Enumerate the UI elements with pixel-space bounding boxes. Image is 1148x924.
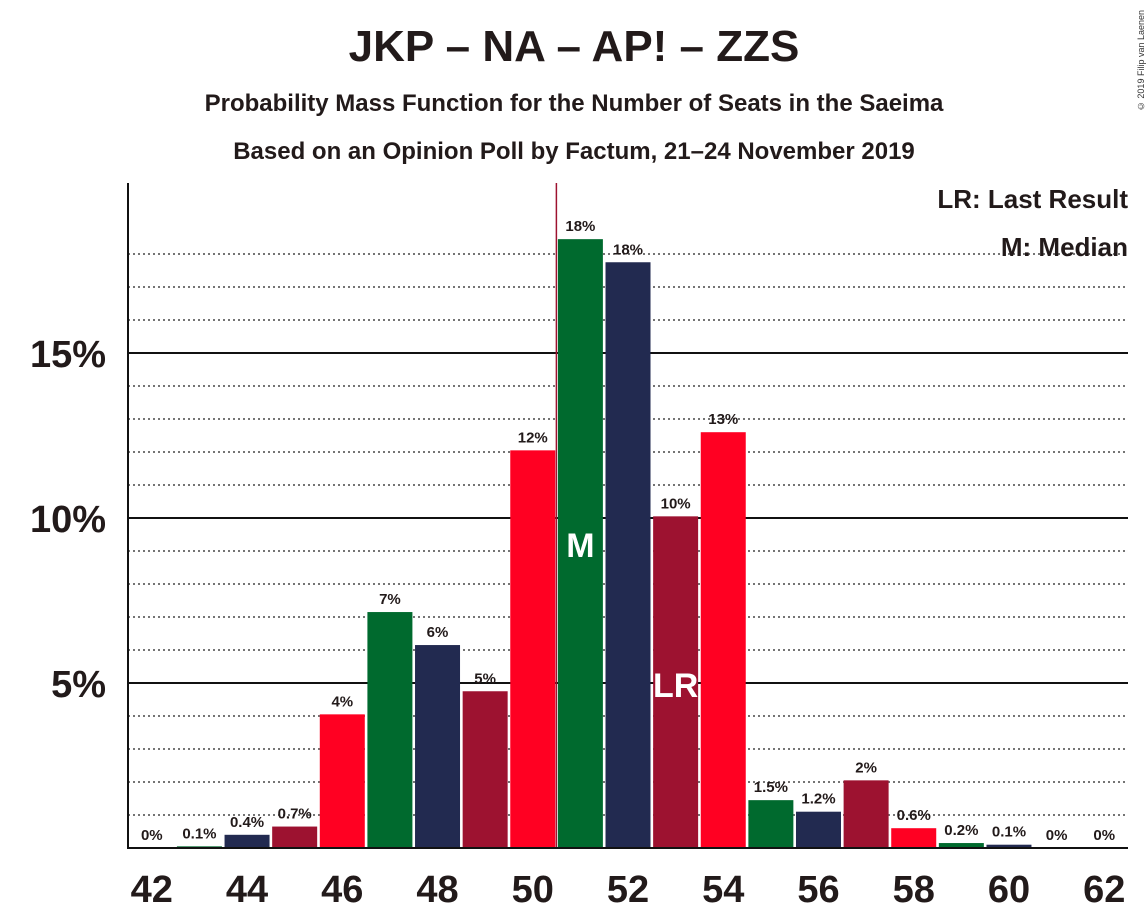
chart-subtitle-poll: Based on an Opinion Poll by Factum, 21–2… [233,138,915,165]
chart-title: JKP – NA – AP! – ZZS [348,22,800,71]
bar-label-seat-53: 10% [661,495,691,512]
last-result-marker: LR [653,667,698,705]
y-tick-label: 15% [30,334,106,376]
bar-label-seat-51: 18% [565,218,595,235]
bar-seat-53 [653,516,699,848]
bar-seat-60 [986,844,1032,848]
x-tick-label: 48 [416,869,458,911]
bar-label-seat-57: 2% [855,759,877,776]
bar-label-seat-60: 0.1% [992,824,1026,841]
bar-seat-44 [224,834,270,848]
bar-label-seat-59: 0.2% [944,822,978,839]
bar-seat-59 [938,843,984,848]
bar-label-seat-43: 0.1% [182,825,216,842]
bar-label-seat-46: 4% [331,693,353,710]
bar-seat-58 [891,828,937,848]
bar-seat-56 [795,811,841,848]
x-tick-label: 42 [131,869,173,911]
bar-seat-51 [557,239,603,848]
bar-seat-50 [510,450,556,848]
bar-label-seat-56: 1.2% [801,791,835,808]
bar-label-seat-52: 18% [613,241,643,258]
bar-label-seat-44: 0.4% [230,814,264,831]
bar-label-seat-61: 0% [1046,827,1068,844]
bar-label-seat-47: 7% [379,591,401,608]
legend-median: M: Median [1000,232,1128,262]
x-tick-label: 60 [988,869,1030,911]
bar-label-seat-49: 5% [474,670,496,687]
legend-last-result: LR: Last Result [937,184,1128,214]
x-tick-label: 56 [797,869,839,911]
median-marker: M [566,527,594,565]
bar-label-seat-62: 0% [1093,827,1115,844]
x-tick-label: 62 [1083,869,1125,911]
x-tick-label: 52 [607,869,649,911]
bar-label-seat-45: 0.7% [278,806,312,823]
y-tick-label: 5% [51,664,106,706]
bar-seat-47 [367,612,413,848]
bar-seat-57 [843,780,889,848]
y-tick-label: 10% [30,499,106,541]
bar-seat-46 [319,714,365,848]
x-tick-label: 54 [702,869,744,911]
bar-seat-48 [415,645,461,848]
x-tick-label: 46 [321,869,363,911]
bar-label-seat-48: 6% [427,624,449,641]
bar-seat-52 [605,262,651,848]
bar-label-seat-50: 12% [518,429,548,446]
bar-seat-45 [272,826,318,848]
bar-seat-54 [700,432,746,848]
bar-seat-49 [462,691,508,848]
bar-label-seat-54: 13% [708,411,738,428]
bar-seat-55 [748,800,794,848]
x-tick-label: 44 [226,869,268,911]
bar-label-seat-55: 1.5% [754,779,788,796]
x-tick-label: 50 [512,869,554,911]
x-tick-label: 58 [893,869,935,911]
bar-label-seat-58: 0.6% [897,807,931,824]
chart-subtitle: Probability Mass Function for the Number… [204,90,944,117]
bar-label-seat-42: 0% [141,827,163,844]
